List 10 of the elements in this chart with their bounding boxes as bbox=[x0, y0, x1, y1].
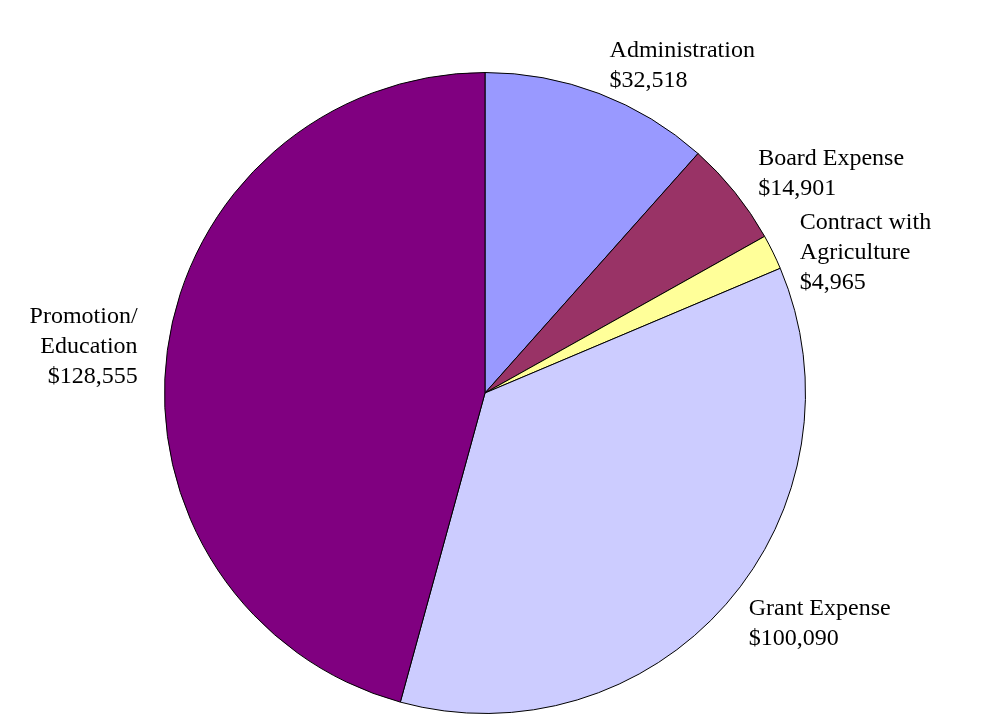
slice-label: Administration bbox=[609, 35, 755, 62]
data-label: $128,555 bbox=[47, 361, 138, 388]
slice-label: Grant Expense bbox=[748, 594, 891, 621]
slice-label: Promotion/ Education bbox=[29, 301, 138, 358]
data-label: $100,090 bbox=[748, 624, 839, 651]
slice-label: Contract with Agriculture bbox=[799, 207, 932, 264]
data-label: $32,518 bbox=[609, 65, 688, 92]
data-label: $14,901 bbox=[758, 173, 837, 200]
slice-label: Board Expense bbox=[758, 143, 905, 170]
data-label: $4,965 bbox=[799, 267, 866, 294]
